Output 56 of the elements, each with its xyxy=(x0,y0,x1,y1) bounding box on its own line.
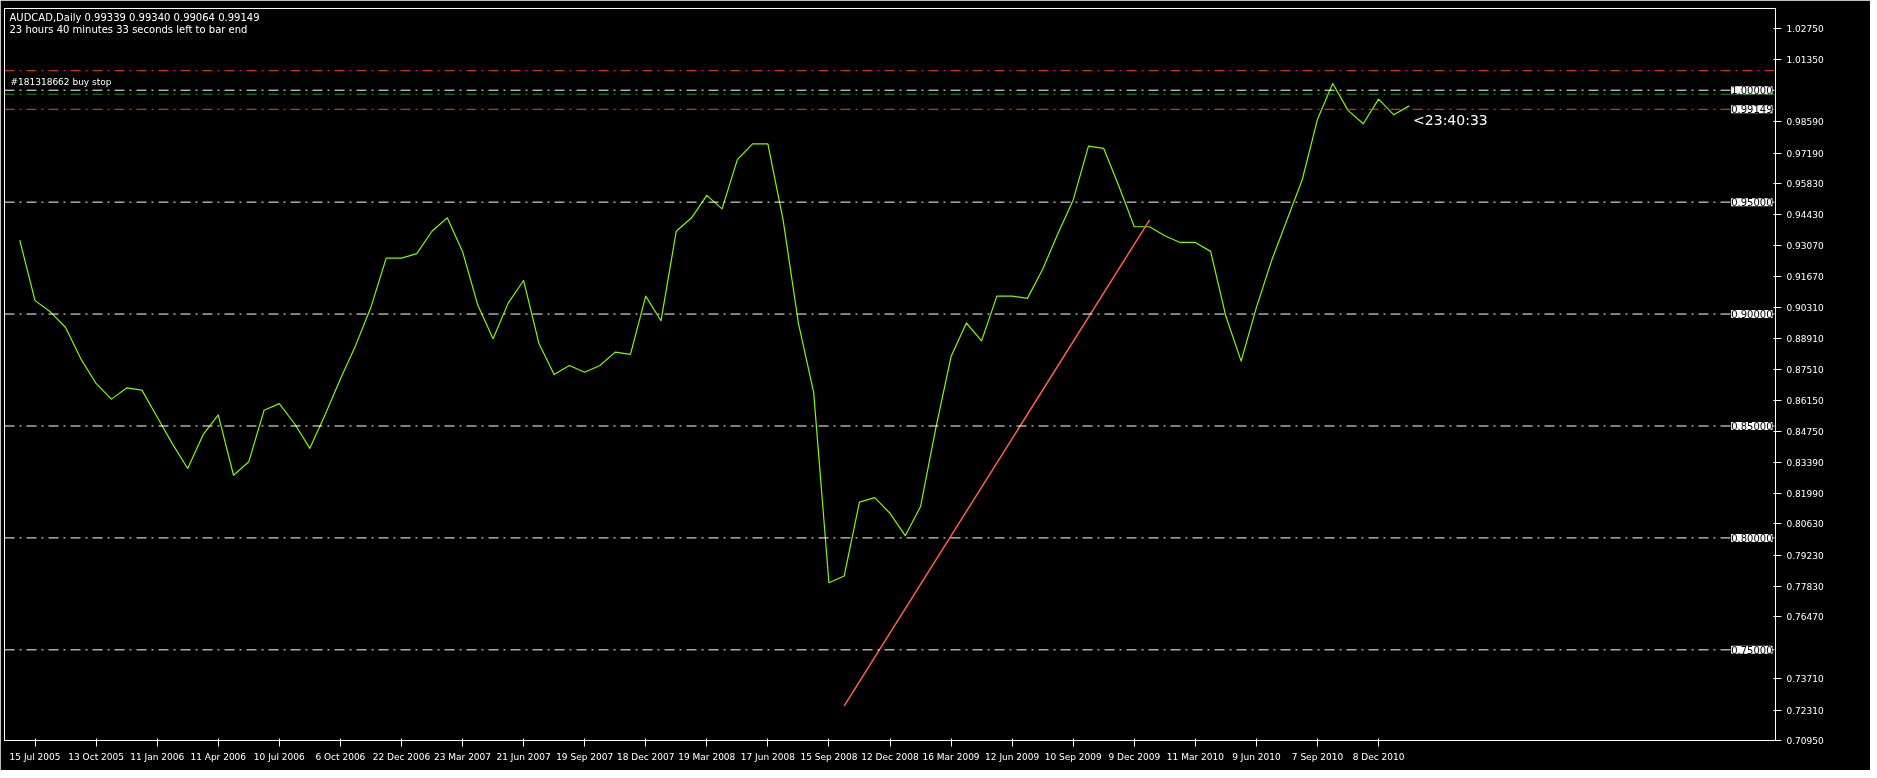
x-tick-label: 19 Mar 2008 xyxy=(678,751,736,762)
ref-line-label: 0.75000 xyxy=(1731,644,1773,656)
y-tick-label: 0.79230 xyxy=(1786,550,1824,561)
ref-line-label: 1.00000 xyxy=(1731,85,1773,97)
y-tick-label: 0.97190 xyxy=(1786,148,1824,159)
x-tick-label: 12 Dec 2008 xyxy=(861,751,920,762)
y-tick-label: 0.76470 xyxy=(1786,612,1824,623)
x-tick-label: 10 Jul 2006 xyxy=(253,751,306,762)
x-tick-label: 21 Jun 2007 xyxy=(496,751,551,762)
x-tick-label: 8 Dec 2010 xyxy=(1352,751,1405,762)
x-tick-label: 11 Mar 2010 xyxy=(1166,751,1225,762)
y-tick-label: 0.95830 xyxy=(1786,179,1824,190)
chart-title: AUDCAD,Daily 0.99339 0.99340 0.99064 0.99149 xyxy=(9,11,260,23)
y-tick-label: 0.87510 xyxy=(1786,365,1824,376)
y-tick-label: 0.77830 xyxy=(1786,581,1824,592)
y-tick-label: 0.84750 xyxy=(1786,427,1824,438)
x-tick-label: 10 Sep 2009 xyxy=(1044,751,1102,762)
ref-line-label: 0.99149 xyxy=(1731,104,1773,116)
ref-line-label: 0.80000 xyxy=(1731,532,1773,544)
y-tick-label: 0.70950 xyxy=(1786,736,1824,746)
y-tick-label: 0.94430 xyxy=(1786,210,1824,221)
x-tick-label: 17 Jun 2008 xyxy=(740,751,796,762)
y-tick-label: 0.80630 xyxy=(1786,519,1824,530)
y-tick-label: 0.98590 xyxy=(1786,117,1824,128)
x-tick-label: 18 Dec 2007 xyxy=(616,751,675,762)
y-tick-label: 1.01350 xyxy=(1786,55,1824,66)
y-tick-label: 0.83390 xyxy=(1786,457,1824,468)
annotation: #181318662 buy stop xyxy=(10,77,112,88)
x-tick-label: 6 Oct 2006 xyxy=(315,751,366,762)
ref-line-label: 0.90000 xyxy=(1731,309,1773,321)
x-tick-label: 11 Apr 2006 xyxy=(190,751,247,762)
ref-line-label: 0.85000 xyxy=(1731,420,1773,432)
x-tick-label: 16 Mar 2009 xyxy=(922,751,980,762)
y-tick-label: 0.91670 xyxy=(1786,272,1824,283)
y-tick-label: 0.72310 xyxy=(1786,705,1824,716)
y-tick-label: 0.73710 xyxy=(1786,674,1824,685)
x-tick-label: 9 Jun 2010 xyxy=(1232,751,1281,762)
y-tick-label: 1.02750 xyxy=(1786,24,1824,35)
x-tick-label: 15 Sep 2008 xyxy=(800,751,858,762)
x-tick-label: 15 Jul 2005 xyxy=(9,751,61,762)
x-tick-label: 11 Jan 2006 xyxy=(130,751,185,762)
x-tick-label: 13 Oct 2005 xyxy=(68,751,124,762)
annotation: <23:40:33 xyxy=(1413,112,1488,129)
ref-line-label: 0.95000 xyxy=(1731,197,1773,209)
y-tick-label: 0.93070 xyxy=(1786,240,1824,251)
y-tick-label: 0.88910 xyxy=(1786,333,1824,344)
x-tick-label: 7 Sep 2010 xyxy=(1291,751,1344,762)
text: 23 hours 40 minutes 33 seconds left to bar end xyxy=(9,23,248,35)
x-tick-label: 12 Jun 2009 xyxy=(985,751,1040,762)
x-tick-label: 19 Sep 2007 xyxy=(556,751,614,762)
y-tick-label: 0.86150 xyxy=(1786,395,1824,406)
y-tick-label: 0.81990 xyxy=(1786,488,1824,499)
x-tick-label: 9 Dec 2009 xyxy=(1108,751,1161,762)
y-tick-label: 0.90310 xyxy=(1786,302,1824,313)
x-tick-label: 22 Dec 2006 xyxy=(372,751,431,762)
x-tick-label: 23 Mar 2007 xyxy=(433,751,492,762)
